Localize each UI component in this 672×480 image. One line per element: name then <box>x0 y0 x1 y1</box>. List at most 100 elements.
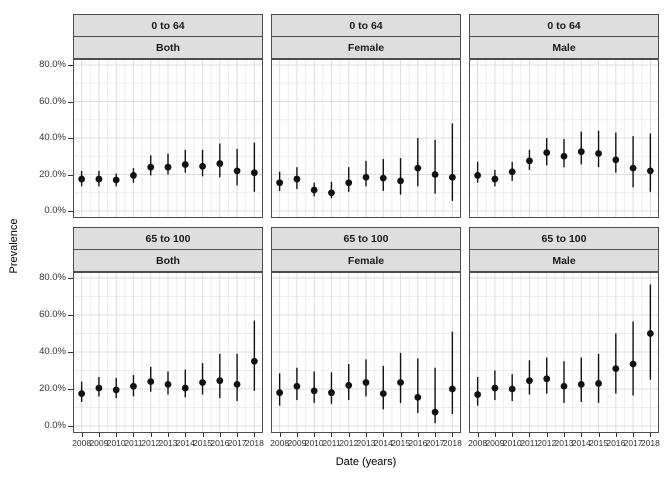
y-tick-label: 0.0% <box>44 205 66 216</box>
x-tick-mark <box>150 433 152 437</box>
x-tick-label: 2018 <box>640 438 660 448</box>
x-tick-mark <box>81 433 83 437</box>
data-point-2009 <box>293 167 301 190</box>
point-marker <box>95 175 103 183</box>
data-point-2015 <box>397 158 404 195</box>
x-tick-label: 2016 <box>408 438 428 448</box>
data-point-2015 <box>595 130 602 168</box>
data-point-2008 <box>276 171 284 191</box>
x-tick-mark <box>615 433 617 437</box>
data-point-2010 <box>508 374 516 402</box>
data-point-2014 <box>379 158 387 191</box>
y-tick-mark <box>68 426 73 427</box>
point-marker <box>328 389 335 397</box>
point-marker <box>577 148 585 156</box>
data-point-2018 <box>250 320 258 391</box>
x-tick-mark <box>598 433 600 437</box>
point-marker <box>164 380 172 388</box>
data-point-2018 <box>646 284 654 380</box>
x-tick-label: 2014 <box>175 438 195 448</box>
point-marker <box>78 390 86 398</box>
point-marker <box>345 381 353 389</box>
point-marker <box>397 177 404 185</box>
data-point-2017 <box>629 321 637 396</box>
data-point-2016 <box>612 333 620 394</box>
data-point-2013 <box>560 361 568 403</box>
point-marker <box>508 385 516 393</box>
data-point-2012 <box>147 366 155 392</box>
x-tick-mark <box>494 433 496 437</box>
point-marker <box>276 389 284 397</box>
data-point-2011 <box>130 168 137 183</box>
data-point-2016 <box>216 143 224 178</box>
point-marker <box>328 189 335 197</box>
data-point-2012 <box>543 138 551 166</box>
x-tick-mark <box>116 433 118 437</box>
point-marker <box>379 390 387 398</box>
x-tick-mark <box>452 433 454 437</box>
point-marker <box>293 175 301 183</box>
point-marker <box>216 160 224 167</box>
facet-strip-age-0to64-male: 0 to 64 <box>469 14 659 37</box>
y-tick-mark <box>68 211 73 212</box>
data-point-2018 <box>250 142 258 192</box>
data-point-2017 <box>431 367 439 424</box>
panel-65to100-both <box>73 272 263 433</box>
x-axis-title: Date (years) <box>335 456 397 468</box>
point-marker <box>646 330 654 337</box>
point-marker <box>276 179 284 187</box>
x-tick-mark <box>581 433 583 437</box>
point-marker <box>474 172 482 179</box>
data-point-2015 <box>595 353 602 403</box>
point-marker <box>181 161 189 168</box>
point-marker <box>448 385 456 393</box>
y-tick-mark <box>68 315 73 316</box>
panel-border <box>73 59 263 218</box>
data-point-2017 <box>233 353 241 402</box>
data-point-2011 <box>526 360 533 395</box>
x-tick-mark <box>296 433 298 437</box>
data-point-2018 <box>646 133 654 192</box>
x-tick-mark <box>254 433 256 437</box>
point-marker <box>164 163 172 171</box>
x-tick-mark <box>477 433 479 437</box>
x-tick-label: 2009 <box>89 438 109 448</box>
x-tick-label: 2011 <box>322 438 341 448</box>
x-tick-label: 2011 <box>520 438 539 448</box>
point-marker <box>147 163 155 171</box>
facet-strip-age-0to64-female: 0 to 64 <box>271 14 461 37</box>
x-tick-label: 2010 <box>304 438 324 448</box>
x-tick-mark <box>185 433 187 437</box>
y-tick-mark <box>68 278 73 279</box>
x-tick-label: 2009 <box>485 438 505 448</box>
data-point-2014 <box>181 369 189 398</box>
point-marker <box>310 186 318 194</box>
point-marker <box>612 365 620 373</box>
x-tick-mark <box>417 433 419 437</box>
point-marker <box>130 172 137 179</box>
data-point-2010 <box>508 161 516 181</box>
x-tick-label: 2017 <box>425 438 445 448</box>
x-tick-mark <box>633 433 635 437</box>
x-tick-mark <box>314 433 316 437</box>
y-tick-mark <box>68 65 73 66</box>
point-marker <box>577 380 585 388</box>
data-point-2016 <box>216 353 224 399</box>
data-point-2008 <box>78 170 86 187</box>
x-tick-label: 2012 <box>339 438 359 448</box>
x-tick-label: 2008 <box>72 438 92 448</box>
data-point-2018 <box>448 123 456 201</box>
data-point-2016 <box>414 138 422 187</box>
x-tick-label: 2008 <box>270 438 290 448</box>
data-point-2014 <box>379 365 387 410</box>
point-marker <box>130 382 137 390</box>
point-marker <box>414 393 422 401</box>
y-tick-label: 60.0% <box>39 95 66 107</box>
data-point-2013 <box>164 371 172 395</box>
panel-0to64-both <box>73 59 263 218</box>
point-marker <box>112 386 120 394</box>
point-marker <box>595 150 602 157</box>
x-tick-mark <box>546 433 548 437</box>
point-marker <box>526 157 533 165</box>
x-tick-label: 2013 <box>356 438 376 448</box>
